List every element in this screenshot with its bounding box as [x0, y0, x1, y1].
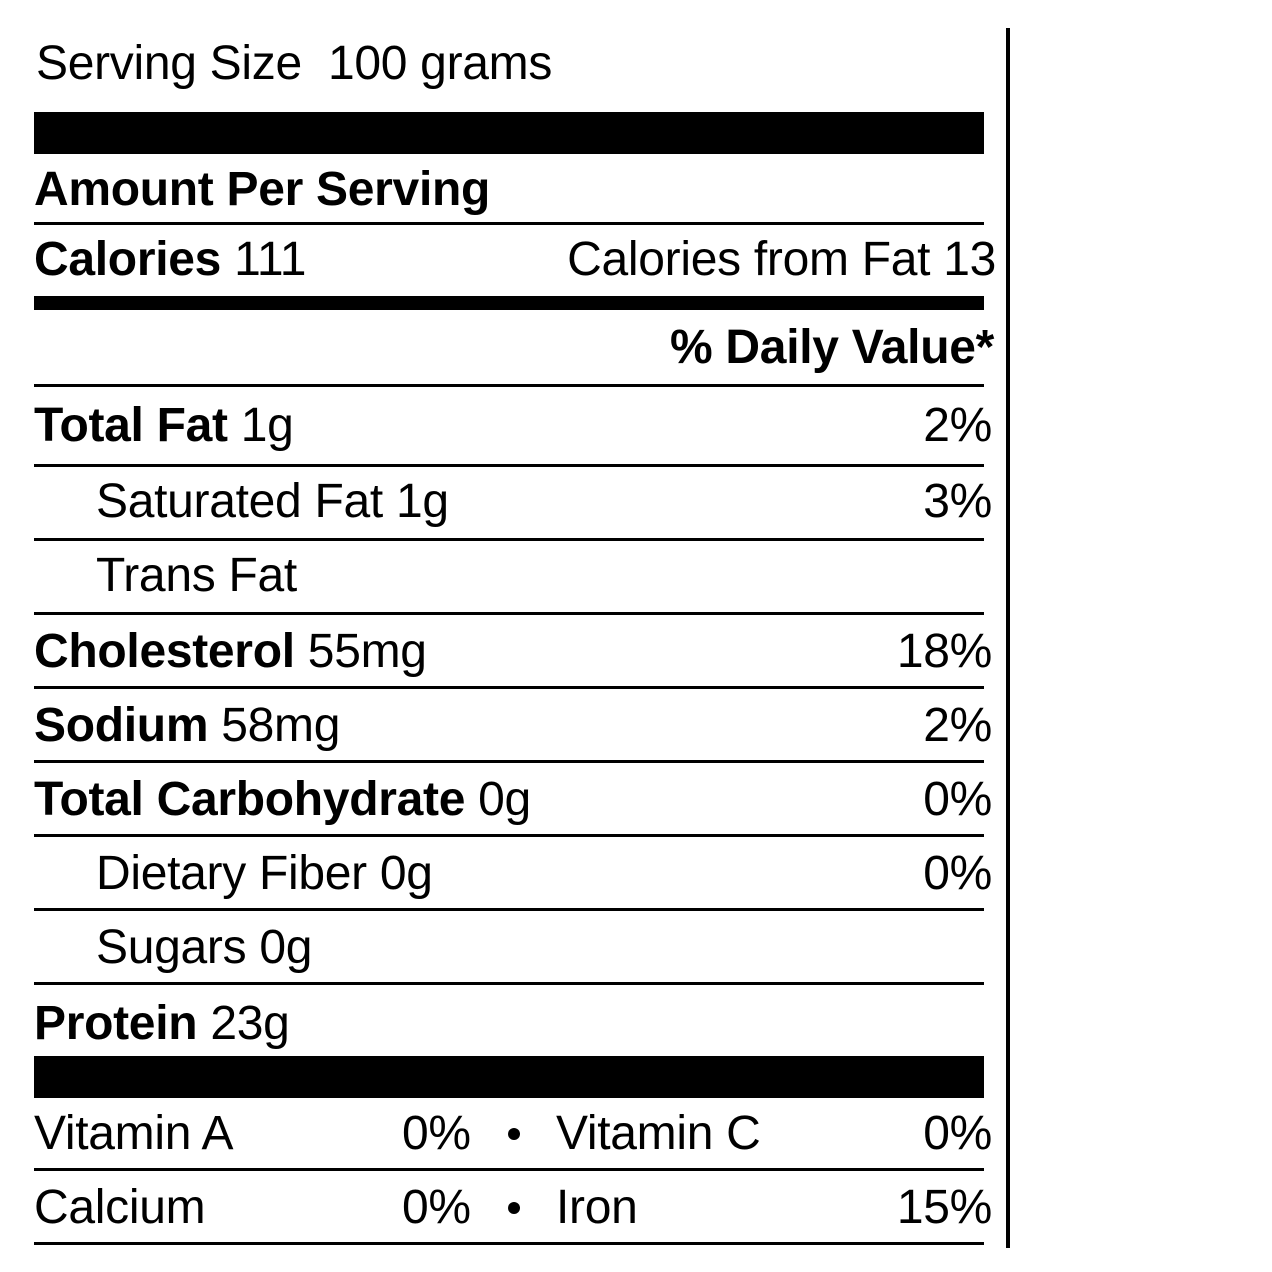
medium-divider — [34, 296, 984, 310]
vitamin-a-value: 0% — [402, 1107, 471, 1160]
nutrient-amount: 0g — [259, 921, 313, 974]
nutrient-row-total-fat: Total Fat 1g — [34, 402, 294, 450]
iron-value: 15% — [896, 1181, 992, 1234]
nutrition-facts-label: Serving Size 100 grams Amount Per Servin… — [34, 0, 996, 1272]
vitamin-c-name: Vitamin C — [556, 1107, 761, 1160]
nutrient-row-cholesterol: Cholesterol 55mg — [34, 628, 427, 676]
thick-divider-top — [34, 112, 984, 154]
serving-size-value: 100 grams — [327, 37, 553, 90]
divider — [34, 686, 984, 689]
divider — [34, 384, 984, 387]
label-right-border — [1006, 28, 1010, 1248]
nutrient-row-sugars: Sugars 0g — [96, 924, 312, 972]
calories-label: Calories — [34, 233, 222, 286]
nutrient-dv: 3% — [923, 475, 992, 528]
bullet-icon — [508, 1202, 520, 1214]
nutrient-amount: 1g — [395, 475, 449, 528]
nutrient-name: Total Carbohydrate — [34, 773, 466, 826]
nutrient-row-total-carbohydrate: Total Carbohydrate 0g — [34, 776, 531, 824]
thick-divider-bottom — [34, 1056, 984, 1098]
nutrient-amount: 0g — [379, 847, 433, 900]
divider — [34, 464, 984, 467]
divider — [34, 982, 984, 985]
serving-size: Serving Size 100 grams — [36, 40, 552, 88]
nutrient-row-dietary-fiber: Dietary Fiber 0g — [96, 850, 433, 898]
nutrient-name: Saturated Fat — [96, 475, 383, 528]
divider — [34, 1242, 984, 1245]
nutrient-name: Protein — [34, 997, 198, 1050]
nutrient-amount: 0g — [478, 773, 531, 826]
nutrient-name: Sodium — [34, 699, 209, 752]
divider — [34, 760, 984, 763]
nutrient-amount: 23g — [210, 997, 290, 1050]
nutrient-row-protein: Protein 23g — [34, 1000, 290, 1048]
calcium-name: Calcium — [34, 1181, 206, 1234]
calories-row: Calories 111 — [34, 236, 306, 284]
calories-from-fat-label: Calories from Fat — [567, 233, 931, 286]
calcium-value: 0% — [402, 1181, 471, 1234]
divider — [34, 612, 984, 615]
iron-name: Iron — [556, 1181, 638, 1234]
divider — [34, 1168, 984, 1171]
divider — [34, 538, 984, 541]
divider — [34, 834, 984, 837]
calories-from-fat-value: 13 — [943, 233, 996, 286]
nutrient-name: Sugars — [96, 921, 247, 974]
nutrient-name: Total Fat — [34, 399, 228, 452]
calories-value: 111 — [234, 233, 307, 286]
calories-from-fat: Calories from Fat 13 — [567, 236, 996, 284]
nutrient-dv: 0% — [923, 773, 992, 826]
nutrient-row-trans-fat: Trans Fat — [96, 552, 297, 600]
nutrient-dv: 2% — [923, 399, 992, 452]
nutrient-name: Trans Fat — [96, 549, 297, 602]
nutrient-amount: 58mg — [221, 699, 341, 752]
nutrient-dv: 0% — [923, 847, 992, 900]
nutrient-name: Cholesterol — [34, 625, 295, 678]
nutrient-amount: 1g — [240, 399, 294, 452]
nutrient-dv: 2% — [923, 699, 992, 752]
nutrient-amount: 55mg — [307, 625, 427, 678]
amount-per-serving-heading: Amount Per Serving — [34, 163, 491, 216]
divider — [34, 222, 984, 225]
vitamin-c-value: 0% — [923, 1107, 992, 1160]
nutrient-dv: 18% — [896, 625, 992, 678]
divider — [34, 908, 984, 911]
vitamin-a-name: Vitamin A — [34, 1107, 234, 1160]
daily-value-header: % Daily Value* — [670, 321, 994, 374]
serving-size-label: Serving Size — [36, 37, 302, 90]
nutrient-row-saturated-fat: Saturated Fat 1g — [96, 478, 449, 526]
nutrient-name: Dietary Fiber — [96, 847, 367, 900]
bullet-icon — [508, 1128, 520, 1140]
nutrient-row-sodium: Sodium 58mg — [34, 702, 340, 750]
